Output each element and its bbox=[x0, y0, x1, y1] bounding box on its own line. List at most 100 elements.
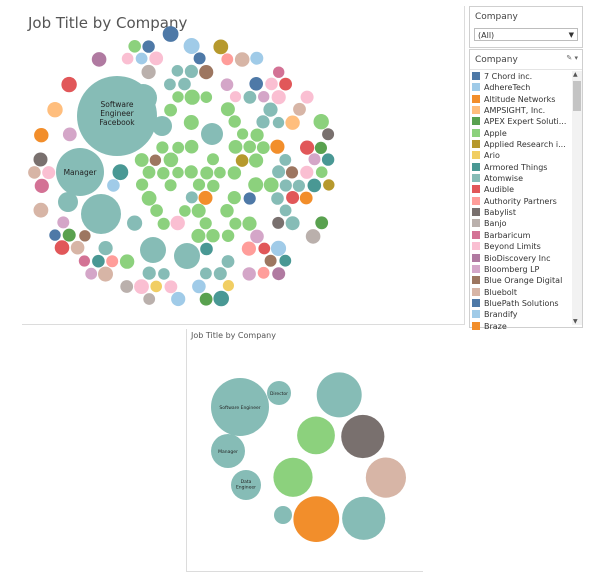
company-bubble[interactable] bbox=[191, 228, 206, 243]
company-bubble[interactable] bbox=[149, 154, 162, 166]
company-bubble[interactable] bbox=[98, 266, 113, 282]
company-bubble[interactable] bbox=[314, 141, 327, 154]
company-bubble[interactable] bbox=[150, 204, 163, 217]
legend-item[interactable]: Audible bbox=[470, 184, 570, 195]
large-bubble[interactable] bbox=[56, 148, 104, 196]
company-bubble[interactable] bbox=[136, 178, 149, 191]
company-bubble[interactable] bbox=[33, 202, 49, 218]
company-bubble[interactable] bbox=[179, 205, 191, 217]
company-bubble[interactable] bbox=[321, 153, 335, 166]
company-bubble[interactable] bbox=[250, 229, 264, 244]
legend-item[interactable]: Applied Research i... bbox=[470, 139, 570, 150]
company-bubble[interactable] bbox=[299, 191, 313, 205]
large-bubble[interactable] bbox=[201, 123, 223, 145]
company-bubble[interactable] bbox=[112, 164, 129, 181]
large-bubble[interactable] bbox=[267, 381, 291, 405]
company-bubble[interactable] bbox=[264, 254, 277, 267]
legend-item[interactable]: AMPSIGHT, Inc. bbox=[470, 105, 570, 116]
company-bubble[interactable] bbox=[220, 102, 235, 117]
company-bubble[interactable] bbox=[143, 293, 156, 305]
company-bubble[interactable] bbox=[221, 255, 235, 268]
company-bubble[interactable] bbox=[316, 372, 362, 418]
company-bubble[interactable] bbox=[256, 141, 270, 155]
company-bubble[interactable] bbox=[54, 240, 70, 255]
large-bubble[interactable] bbox=[274, 506, 292, 524]
legend-item[interactable]: Armored Things bbox=[470, 162, 570, 173]
company-bubble[interactable] bbox=[270, 240, 287, 256]
company-bubble[interactable] bbox=[279, 254, 292, 267]
legend-item[interactable]: 7 Chord inc. bbox=[470, 71, 570, 82]
company-bubble[interactable] bbox=[141, 190, 157, 206]
company-bubble[interactable] bbox=[121, 52, 134, 65]
legend-item[interactable]: Banjo bbox=[470, 218, 570, 229]
company-bubble[interactable] bbox=[47, 102, 63, 118]
legend-item[interactable]: Bluebolt bbox=[470, 287, 570, 298]
company-bubble[interactable] bbox=[193, 52, 206, 65]
company-bubble[interactable] bbox=[308, 153, 321, 166]
scroll-down-icon[interactable]: ▼ bbox=[573, 318, 578, 325]
company-bubble[interactable] bbox=[341, 414, 385, 459]
company-bubble[interactable] bbox=[271, 90, 286, 105]
legend-item[interactable]: Brandify bbox=[470, 309, 570, 320]
large-bubble[interactable] bbox=[58, 192, 78, 212]
company-bubble[interactable] bbox=[293, 102, 306, 116]
company-bubble[interactable] bbox=[263, 102, 278, 117]
large-bubble[interactable] bbox=[129, 84, 157, 112]
company-bubble[interactable] bbox=[285, 166, 299, 179]
company-bubble[interactable] bbox=[249, 153, 264, 168]
company-bubble[interactable] bbox=[135, 52, 148, 65]
company-bubble[interactable] bbox=[300, 165, 314, 179]
company-bubble[interactable] bbox=[185, 191, 198, 204]
company-bubble[interactable] bbox=[164, 103, 178, 117]
company-bubble[interactable] bbox=[256, 115, 270, 129]
company-bubble[interactable] bbox=[272, 165, 286, 179]
company-bubble[interactable] bbox=[62, 127, 77, 142]
company-bubble[interactable] bbox=[164, 280, 178, 294]
company-bubble[interactable] bbox=[184, 139, 199, 154]
legend-item[interactable]: Authority Partners bbox=[470, 196, 570, 207]
company-bubble[interactable] bbox=[273, 66, 285, 78]
company-bubble[interactable] bbox=[300, 90, 314, 104]
legend-item[interactable]: BluePath Solutions bbox=[470, 298, 570, 309]
company-bubble[interactable] bbox=[172, 166, 184, 179]
company-bubble[interactable] bbox=[249, 77, 263, 91]
legend-item[interactable]: APEX Expert Soluti... bbox=[470, 116, 570, 127]
company-bubble[interactable] bbox=[221, 53, 234, 66]
company-bubble[interactable] bbox=[272, 216, 285, 229]
legend-item[interactable]: Apple bbox=[470, 128, 570, 139]
company-bubble[interactable] bbox=[279, 77, 292, 91]
company-bubble[interactable] bbox=[242, 267, 256, 281]
company-bubble[interactable] bbox=[248, 177, 264, 193]
company-bubble[interactable] bbox=[164, 78, 176, 91]
company-bubble[interactable] bbox=[199, 217, 212, 230]
company-bubble[interactable] bbox=[78, 255, 90, 267]
company-bubble[interactable] bbox=[158, 268, 170, 280]
company-bubble[interactable] bbox=[62, 228, 76, 242]
company-bubble[interactable] bbox=[322, 128, 335, 141]
company-bubble[interactable] bbox=[172, 141, 185, 154]
large-bubble[interactable] bbox=[231, 470, 261, 500]
company-bubble[interactable] bbox=[183, 115, 199, 130]
company-bubble[interactable] bbox=[162, 26, 179, 42]
company-bubble[interactable] bbox=[106, 255, 119, 268]
company-bubble[interactable] bbox=[207, 153, 219, 166]
company-bubble[interactable] bbox=[33, 152, 48, 167]
company-bubble[interactable] bbox=[163, 152, 179, 168]
company-bubble[interactable] bbox=[70, 240, 85, 255]
company-bubble[interactable] bbox=[315, 216, 329, 230]
company-bubble[interactable] bbox=[192, 178, 206, 191]
company-bubble[interactable] bbox=[270, 139, 285, 154]
company-bubble[interactable] bbox=[228, 115, 241, 128]
legend-item[interactable]: Altitude Networks bbox=[470, 94, 570, 105]
company-bubble[interactable] bbox=[184, 89, 200, 105]
company-bubble[interactable] bbox=[34, 178, 49, 193]
company-bubble[interactable] bbox=[250, 51, 264, 65]
company-bubble[interactable] bbox=[134, 279, 149, 294]
company-bubble[interactable] bbox=[250, 128, 264, 142]
company-bubble[interactable] bbox=[272, 116, 285, 129]
company-bubble[interactable] bbox=[192, 279, 206, 294]
scroll-thumb[interactable] bbox=[573, 81, 581, 111]
company-bubble[interactable] bbox=[92, 254, 105, 268]
company-bubble[interactable] bbox=[307, 178, 322, 193]
company-bubble[interactable] bbox=[128, 40, 141, 53]
